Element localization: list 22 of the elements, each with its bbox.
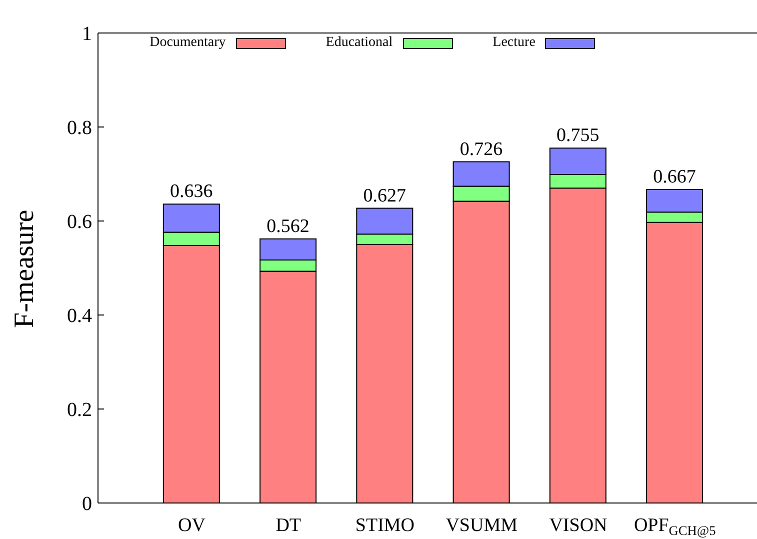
total-label: 0.562 — [266, 216, 310, 237]
total-label: 0.755 — [556, 125, 600, 146]
total-label: 0.636 — [170, 181, 213, 202]
y-axis-title: F-measure — [8, 210, 40, 328]
total-label: 0.726 — [460, 138, 503, 160]
x-tick-label: VISON — [549, 515, 608, 536]
legend-label: Educational — [326, 35, 393, 51]
x-tick-label: DT — [276, 515, 302, 536]
legend-label: Lecture — [492, 35, 536, 51]
legend-label: Documentary — [150, 35, 226, 51]
total-label: 0.627 — [363, 185, 406, 206]
total-label: 0.667 — [653, 166, 696, 188]
y-tick-label: 0.6 — [67, 211, 92, 234]
y-tick-label: 0.2 — [67, 399, 92, 422]
y-tick-label: 0.4 — [67, 305, 92, 328]
x-tick-label: STIMO — [355, 515, 415, 536]
y-tick-label: 0 — [82, 493, 92, 516]
x-tick-label: OPF$_{GCH@5}$ — [634, 515, 716, 538]
y-tick-label: 1 — [82, 23, 92, 46]
x-tick-label: VSUMM — [446, 515, 518, 536]
x-tick-label: OV — [178, 515, 206, 536]
y-tick-label: 0.8 — [67, 117, 92, 140]
